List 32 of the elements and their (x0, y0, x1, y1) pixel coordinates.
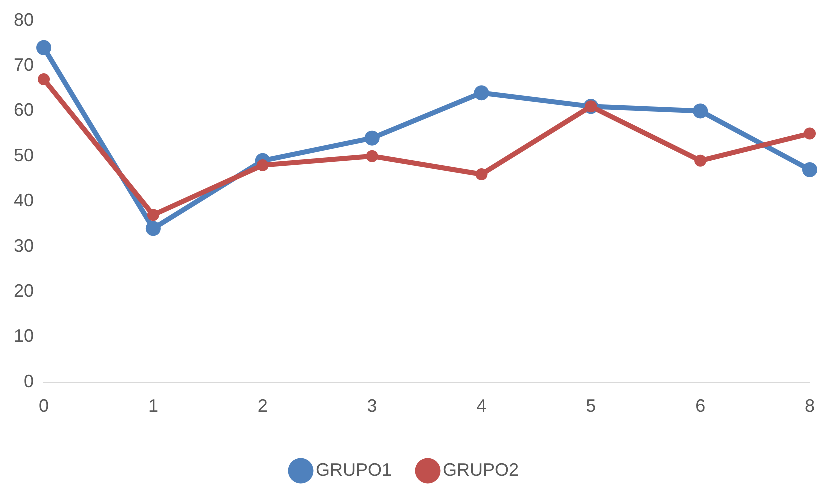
point (364, 130, 380, 146)
y-tick-label: 20 (14, 280, 34, 301)
point (38, 74, 50, 86)
point (804, 128, 816, 140)
x-tick-label: 8 (804, 396, 816, 416)
point (146, 221, 161, 236)
x-tick-label: 4 (476, 396, 487, 416)
x-tick-label: 1 (148, 396, 158, 416)
x-tick-label: 3 (367, 396, 378, 416)
x-tick-label: 6 (696, 396, 706, 416)
y-tick-label: 80 (14, 10, 34, 30)
y-tick-label: 70 (14, 54, 34, 75)
x-tick-label: 0 (39, 396, 50, 416)
x-tick-label: 2 (258, 396, 268, 416)
y-tick-label: 60 (14, 100, 34, 120)
point (693, 104, 708, 119)
y-tick-label: 30 (14, 236, 34, 256)
point (147, 209, 160, 222)
y-tick-label: 10 (14, 326, 34, 346)
y-tick-label: 40 (14, 190, 34, 211)
x-tick-label: 5 (586, 396, 596, 416)
point (474, 86, 490, 101)
y-tick-label: 0 (24, 371, 34, 392)
legend-label: GRUPO1 (316, 460, 392, 480)
point (476, 168, 488, 180)
point (802, 162, 818, 178)
point (256, 159, 269, 172)
legend-label: GRUPO2 (443, 460, 520, 480)
y-tick-label: 50 (14, 145, 34, 166)
point (366, 150, 378, 162)
point (36, 40, 52, 56)
point (694, 154, 707, 167)
